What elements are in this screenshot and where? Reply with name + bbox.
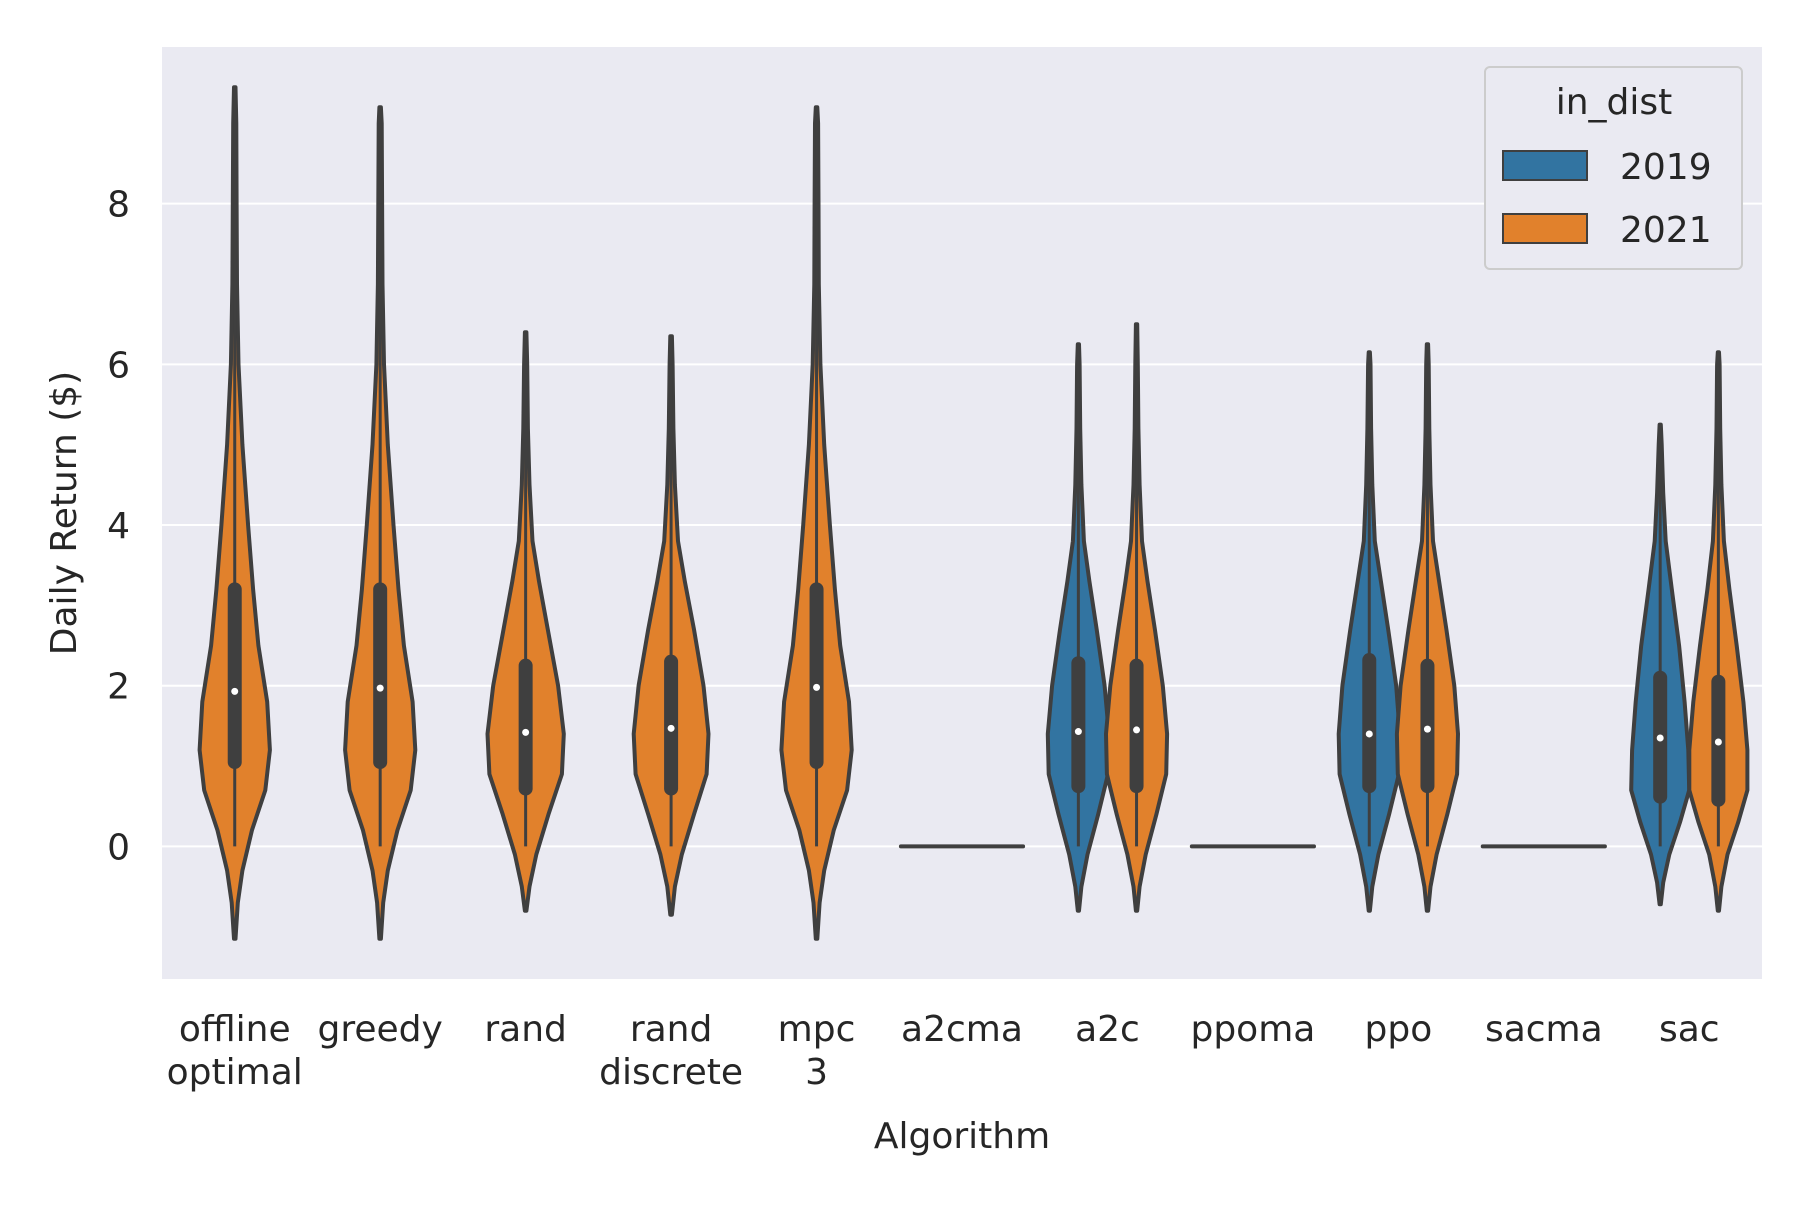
x-tick-label-3: rand discrete [599,1009,743,1093]
legend-swatch-2021 [1502,213,1588,244]
legend: in_dist 2019 2021 [1484,66,1743,270]
x-axis-label: Algorithm [874,1116,1050,1157]
violin-median-dot [522,728,530,736]
violin-median-dot [1074,728,1082,736]
y-axis-label: Daily Return ($) [44,371,85,655]
y-tick-label-0: 0 [107,827,130,868]
violin-median-dot [231,687,239,695]
x-tick-label-4: mpc 3 [778,1009,856,1093]
legend-swatch-2019 [1502,150,1588,181]
y-tick-label-8: 8 [107,185,130,226]
violin-4-2021 [779,105,854,941]
violin-2-2021 [485,330,566,913]
y-tick-label-6: 6 [107,345,130,386]
violin-6-2019 [1045,342,1111,913]
violin-median-dot [1656,734,1664,742]
x-tick-label-7: ppoma [1190,1009,1315,1050]
x-tick-label-9: sacma [1485,1009,1603,1050]
violin-10-2021 [1687,350,1750,913]
violin-median-dot [813,683,821,691]
violin-6-2021 [1104,322,1170,913]
legend-title: in_dist [1556,82,1673,123]
violin-median-dot [1423,725,1431,733]
violin-median-dot [1365,730,1373,738]
x-tick-label-8: ppo [1364,1009,1432,1050]
violin-median-dot [667,724,675,732]
violin-1-2021 [343,105,418,941]
legend-label-2019: 2019 [1620,147,1712,188]
legend-label-2021: 2021 [1620,210,1712,251]
x-tick-label-0: offline optimal [167,1009,303,1093]
x-axis-ticks: offline optimal greedy rand rand discrete mpc 3… [167,1009,1720,1093]
x-tick-label-6: a2c [1075,1009,1140,1050]
violin-3-2021 [631,334,711,917]
violin-8-2021 [1394,342,1460,913]
x-tick-label-5: a2cma [901,1009,1023,1050]
x-tick-label-2: rand [484,1009,567,1050]
y-tick-label-2: 2 [107,667,130,708]
violins [197,85,1750,941]
x-tick-label-1: greedy [318,1009,443,1050]
x-tick-label-10: sac [1659,1009,1720,1050]
violin-median-dot [376,684,384,692]
y-tick-label-4: 4 [107,506,130,547]
violin-median-dot [1133,726,1141,734]
y-axis-ticks: 0 2 4 6 8 [107,185,130,869]
violin-median-dot [1714,738,1722,746]
violin-0-2021 [197,85,272,941]
